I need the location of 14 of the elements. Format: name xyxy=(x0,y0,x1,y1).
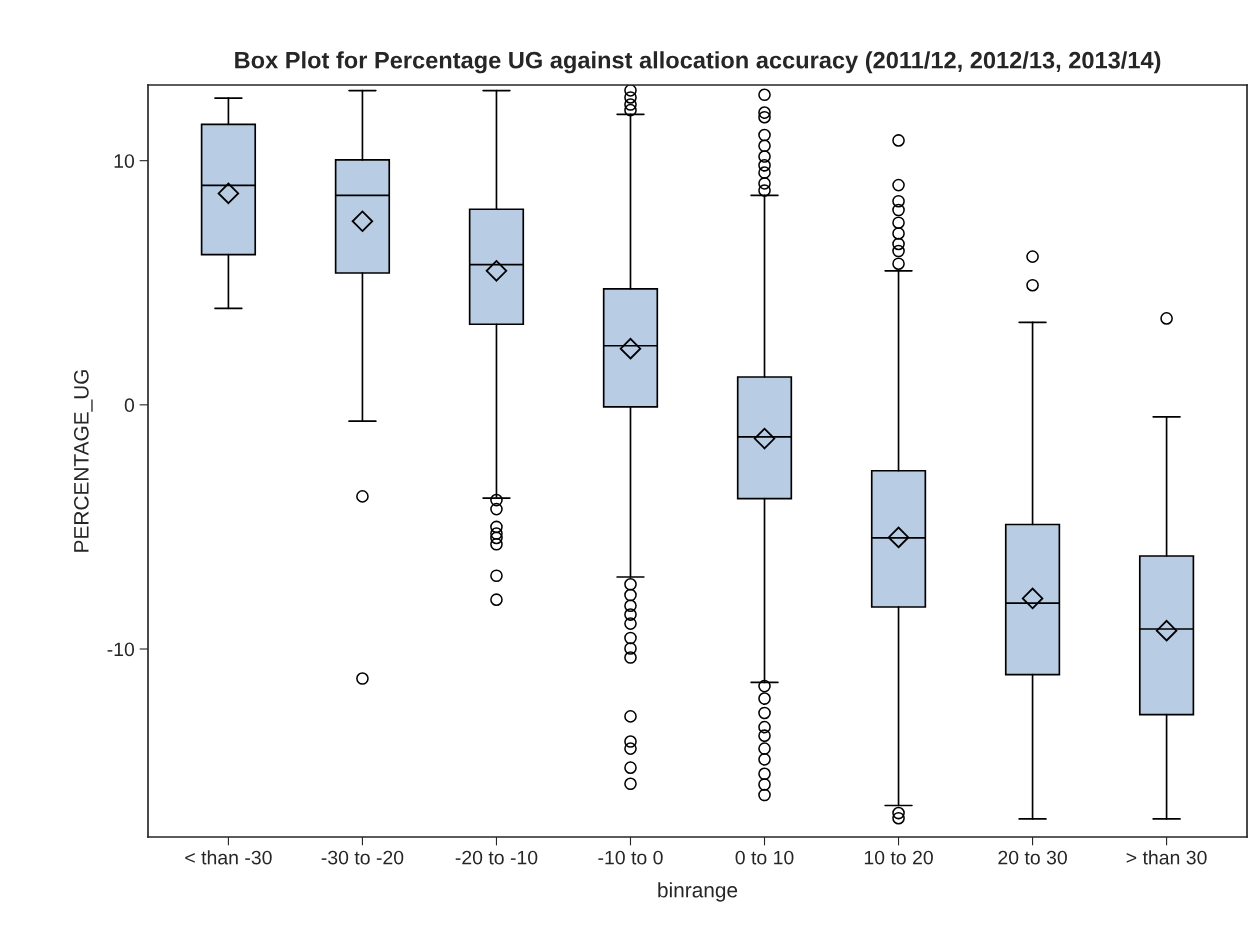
x-tick-label: 20 to 30 xyxy=(998,850,1067,865)
x-tick-label: -30 to -20 xyxy=(321,850,404,865)
x-tick-label: -20 to -10 xyxy=(455,850,538,865)
x-tick-label: -10 to 0 xyxy=(598,850,663,865)
y-axis-title: PERCENTAGE_UG xyxy=(73,370,93,552)
y-tick-label: 0 xyxy=(124,398,135,413)
x-tick-label: 0 to 10 xyxy=(735,850,794,865)
x-tick-label: > than 30 xyxy=(1126,850,1207,865)
x-axis-title: binrange xyxy=(658,882,738,902)
chart-title: Box Plot for Percentage UG against allocation accuracy (2011/12, 2012/13, 2013/14) xyxy=(235,51,1161,74)
x-tick-label: 10 to 20 xyxy=(864,850,933,865)
y-tick-label: 10 xyxy=(114,154,135,168)
x-tick-label: < than -30 xyxy=(185,850,272,865)
y-tick-label: -10 xyxy=(107,642,135,657)
